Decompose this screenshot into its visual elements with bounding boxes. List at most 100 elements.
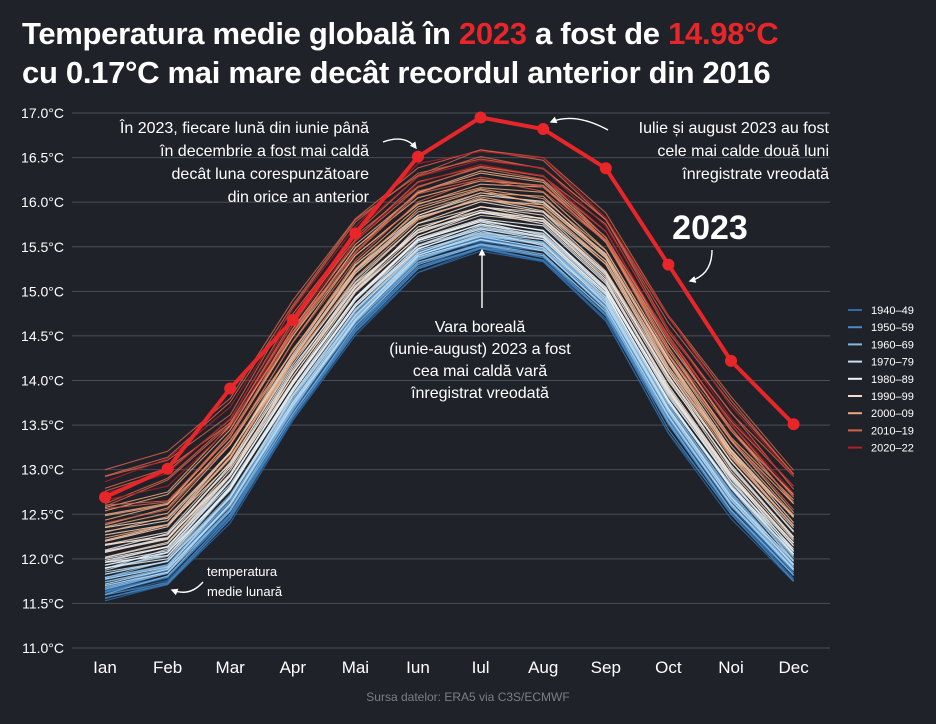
x-tick-label: Mar [216,658,246,677]
x-tick-label: Mai [342,658,369,677]
year-line [104,239,795,583]
annotation-july-august: Iulie și august 2023 au fost cele mai cal… [639,120,830,183]
annotation-june-december-line: În 2023, fiecare lună din iunie până [119,118,369,137]
title-text-b: a fost de [526,16,669,51]
y-tick-label: 13.0°C [21,462,64,478]
year-line [104,159,795,495]
y-tick-label: 11.5°C [22,595,64,611]
arrow-year-2023 [688,249,713,283]
year-line [104,164,795,501]
series-2023-point [787,418,800,431]
x-tick-label: Noi [718,658,744,677]
annotation-summer-line: Vara boreală [435,319,526,336]
annotation-year-label: 2023 [672,209,748,247]
series-2023-point [412,150,424,163]
year-line [104,176,795,506]
year-line [104,247,795,599]
series-2023-point [349,227,362,240]
year-line [104,158,795,478]
year-line [104,243,794,589]
series-2023-point [725,354,737,367]
annotation-monthly-line: temperatura [207,564,278,579]
x-tick-label: Feb [153,658,182,677]
series-2023-point [662,258,675,271]
year-line [104,206,795,545]
year-line [104,178,795,510]
annotation-summer: Vara boreală (iunie-august) 2023 a fost ce… [389,319,571,402]
annotation-june-december-line: în decembrie a fost mai caldă [159,143,369,160]
year-line [104,248,795,599]
annotation-summer-line: înregistrat vreodată [410,385,549,402]
legend-label: 2010–19 [871,425,914,437]
annotation-july-august-line: cele mai calde două luni [657,143,829,160]
series-2023-point [599,162,612,175]
legend: 1940–49 1950–59 1960–69 1970–79 1980–89 1990–… [848,305,914,455]
y-tick-label: 13.5°C [21,417,64,433]
year-line [104,236,794,585]
year-line [104,250,794,602]
x-tick-label: Sep [591,658,621,677]
annotation-july-august-line: Iulie și august 2023 au fost [639,120,830,137]
arrow-june-december [382,138,417,150]
data-source: Sursa datelor: ERA5 via C3S/ECMWF [366,690,570,704]
y-tick-label: 15.5°C [21,239,64,255]
series-2023-point [161,462,174,475]
year-line [104,150,795,483]
y-tick-label: 15.0°C [21,283,64,299]
arrow-monthly [170,581,204,596]
series-2023-point [474,111,487,124]
annotation-july-august-line: înregistrate vreodată [681,166,829,183]
x-tick-label: Dec [778,658,809,677]
arrow-july-august [549,116,609,131]
annotation-june-december-line: din orice an anterior [228,189,370,206]
year-line [104,214,794,559]
title-year: 2023 [458,16,527,51]
year-line [104,172,795,512]
y-tick-label: 12.0°C [21,551,64,567]
year-line [104,219,795,561]
annotation-summer-line: cea mai caldă vară [413,363,547,380]
legend-label: 1980–89 [871,374,914,386]
x-tick-label: Aug [528,658,558,677]
year-line [104,224,795,570]
x-tick-label: Ian [93,658,117,677]
legend-label: 1990–99 [871,391,914,403]
title-line-1: Temperatura medie globală în 2023 a fost… [22,14,779,53]
year-lines [104,149,795,602]
y-tick-label: 16.5°C [21,150,64,166]
series-2023-line [104,115,796,500]
year-line [104,149,795,471]
year-line [104,178,795,524]
year-line [104,189,794,533]
x-tick-label: Iun [406,658,430,677]
year-line [104,221,795,564]
y-tick-label: 11.0°C [22,640,64,656]
legend-label: 1960–69 [871,339,914,351]
annotation-monthly-line: medie lunară [207,584,283,599]
annotation-monthly: temperatura medie lunară [207,564,283,599]
year-line [104,209,795,558]
y-tick-label: 16.0°C [21,194,64,210]
annotation-june-december-line: decât luna corespunzătoare [172,166,370,183]
y-tick-label: 14.0°C [21,373,64,389]
chart-title: Temperatura medie globală în 2023 a fost… [22,14,779,92]
series-2023-point [224,382,237,395]
x-tick-label: Iul [472,658,490,677]
title-line-2: cu 0.17°C mai mare decât recordul anteri… [22,55,771,90]
year-line [104,211,795,551]
legend-label: 1950–59 [871,322,914,334]
year-line [104,201,795,541]
legend-label: 1940–49 [871,305,914,317]
annotation-summer-line: (iunie-august) 2023 a fost [389,341,571,358]
x-tick-label: Apr [280,658,307,677]
year-line [104,223,794,566]
legend-label: 2000–09 [871,408,914,420]
year-line [104,149,795,477]
x-tick-label: Oct [655,658,682,677]
y-tick-label: 14.5°C [21,328,64,344]
y-tick-label: 12.5°C [21,506,64,522]
y-tick-label: 17.0°C [21,105,64,121]
annotation-june-december: În 2023, fiecare lună din iunie până în d… [119,118,370,206]
title-temperature: 14.98°C [668,16,779,51]
